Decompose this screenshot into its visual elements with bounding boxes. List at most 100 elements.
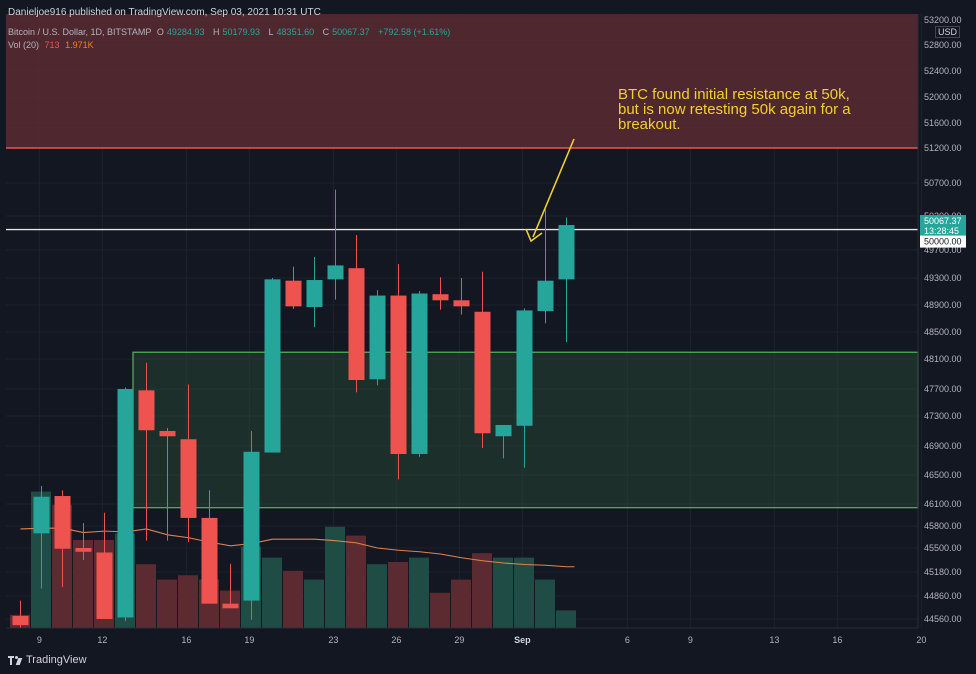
volume-bar <box>283 570 303 628</box>
tradingview-brand[interactable]: TradingView <box>8 654 87 666</box>
candle <box>75 523 92 560</box>
volume-bar <box>262 557 282 628</box>
candle-body <box>516 310 533 426</box>
candle-body <box>33 496 50 534</box>
candle <box>54 490 71 587</box>
close-value: 50067.37 <box>332 27 370 37</box>
candle <box>222 563 239 609</box>
annotation-text[interactable]: BTC found initial resistance at 50k, but… <box>618 86 851 133</box>
volume-value: 713 <box>44 40 60 50</box>
candle <box>474 271 491 449</box>
bar-countdown: 13:28:45 <box>924 226 959 236</box>
published-by-text: Danieljoe916 published on TradingView.co… <box>8 7 321 18</box>
candle-body <box>495 425 512 437</box>
price-tick-label: 45500.00 <box>924 543 962 553</box>
volume-bar <box>472 553 492 628</box>
candle <box>201 490 218 604</box>
candle-body <box>369 295 386 380</box>
price-tick-label: 44560.00 <box>924 614 962 624</box>
price-tick-label: 49700.00 <box>924 245 962 255</box>
volume-bar <box>451 579 471 628</box>
price-tick-label: 44860.00 <box>924 591 962 601</box>
price-tick-label: 46900.00 <box>924 441 962 451</box>
price-tick-label: 49300.00 <box>924 273 962 283</box>
resistance-zone <box>6 14 918 148</box>
volume-ma-value: 1.971K <box>65 40 94 50</box>
time-tick-label: 12 <box>97 635 107 645</box>
price-tick-label: 48900.00 <box>924 300 962 310</box>
time-tick-label: 20 <box>916 635 926 645</box>
candle-body <box>159 431 176 437</box>
candle <box>558 217 575 343</box>
candle <box>411 290 428 457</box>
candle-body <box>12 615 29 626</box>
volume-bar <box>430 592 450 628</box>
candle <box>96 512 113 619</box>
candle <box>285 266 302 310</box>
level-price-tag <box>920 235 966 248</box>
volume-bar <box>367 564 387 628</box>
candle-body <box>180 439 197 518</box>
candle-body <box>222 603 239 609</box>
price-tick-label: 48100.00 <box>924 354 962 364</box>
volume-ma-line <box>20 527 575 568</box>
candle <box>495 425 512 459</box>
candle <box>159 428 176 541</box>
candle-body <box>138 390 155 431</box>
candle-body <box>453 300 470 307</box>
volume-bar <box>556 610 576 628</box>
price-tick-label: 53200.00 <box>924 15 962 25</box>
volume-bar <box>157 579 177 628</box>
candle-body <box>348 268 365 380</box>
currency-label[interactable]: USD <box>935 26 961 38</box>
low-label: L <box>268 27 274 37</box>
volume-bar <box>304 579 324 628</box>
volume-legend: Vol (20) 713 1.971K <box>8 40 97 50</box>
candle-body <box>117 389 134 618</box>
tradingview-logo-icon <box>8 655 23 665</box>
current-price-tag <box>920 215 966 238</box>
candle-body <box>264 279 281 453</box>
candle <box>138 362 155 541</box>
price-tick-label: 47700.00 <box>924 384 962 394</box>
price-tick-label: 46500.00 <box>924 470 962 480</box>
level-price-value: 50000.00 <box>924 237 962 247</box>
candle-body <box>201 517 218 604</box>
volume-bar <box>514 557 534 628</box>
candle-body <box>411 293 428 454</box>
time-tick-label: 9 <box>688 635 693 645</box>
high-value: 50179.93 <box>222 27 261 37</box>
candle-body <box>390 295 407 454</box>
candle-body <box>54 496 71 549</box>
candle <box>453 278 470 315</box>
candle-body <box>96 552 113 619</box>
time-tick-label: 13 <box>769 635 779 645</box>
annotation-arrow <box>532 138 575 238</box>
candle <box>33 485 50 589</box>
time-tick-label: 29 <box>454 635 464 645</box>
symbol-title[interactable]: Bitcoin / U.S. Dollar, 1D, BITSTAMP <box>8 27 152 37</box>
ohlc-legend: Bitcoin / U.S. Dollar, 1D, BITSTAMP O 492… <box>8 27 453 37</box>
candle <box>537 209 554 324</box>
volume-label[interactable]: Vol (20) <box>8 40 40 50</box>
candle-body <box>474 311 491 434</box>
close-label: C <box>322 27 330 37</box>
candle <box>243 431 260 620</box>
time-tick-label: 16 <box>832 635 842 645</box>
time-tick-label: 16 <box>181 635 191 645</box>
candle-body <box>537 280 554 312</box>
candle-body <box>327 265 344 280</box>
candle <box>369 290 386 386</box>
open-label: O <box>156 27 164 37</box>
price-tick-label: 47300.00 <box>924 411 962 421</box>
annotation-arrowhead <box>525 228 543 243</box>
candle <box>390 264 407 480</box>
volume-bar <box>388 562 408 628</box>
price-tick-label: 51600.00 <box>924 118 962 128</box>
time-tick-label: 19 <box>244 635 254 645</box>
current-price-value: 50067.37 <box>924 216 962 226</box>
candle <box>180 384 197 543</box>
price-tick-label: 52800.00 <box>924 40 962 50</box>
candle-body <box>432 294 449 301</box>
